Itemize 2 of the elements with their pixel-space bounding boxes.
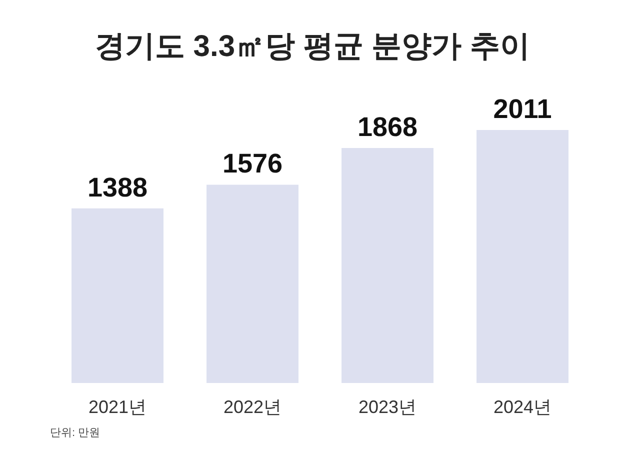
annotation: 단위: 만원 (50, 427, 100, 439)
title: 경기도 3.3㎡당 평균 분양가 추이 (94, 30, 530, 63)
